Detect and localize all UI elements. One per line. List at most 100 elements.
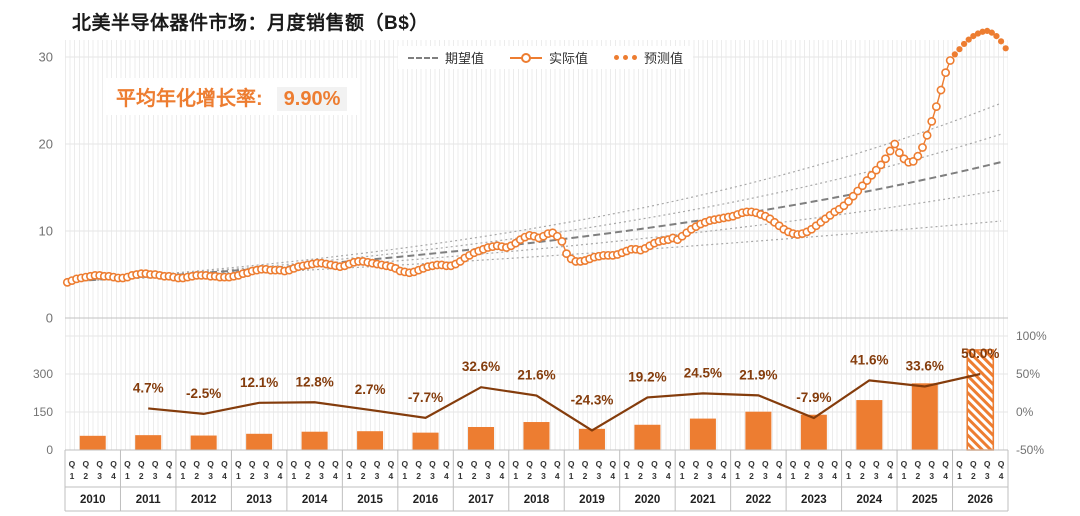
quarter-label: Q [291, 459, 298, 469]
quarter-label: Q [720, 459, 727, 469]
growth-pct-label: -7.9% [796, 390, 831, 405]
quarter-label: 1 [735, 471, 740, 481]
quarter-label: 4 [666, 471, 671, 481]
year-label: 2010 [80, 494, 106, 506]
quarter-label: Q [804, 459, 811, 469]
sales-bar [246, 433, 273, 450]
sales-bar [412, 432, 439, 450]
dashed-line-icon [408, 56, 438, 59]
quarter-label: Q [873, 459, 880, 469]
quarter-label: 4 [389, 471, 394, 481]
quarter-label: 1 [347, 471, 352, 481]
quarter-label: Q [457, 459, 464, 469]
forecast-bar [966, 349, 995, 451]
growth-pct-label: 12.8% [295, 374, 333, 389]
year-label: 2017 [468, 494, 494, 506]
chart-title: 北美半导体器件市场：月度销售额（B$） [72, 13, 429, 34]
quarter-label: 2 [694, 471, 699, 481]
quarter-label: 1 [791, 471, 796, 481]
quarter-label: 3 [97, 471, 102, 481]
quarter-label: 4 [167, 471, 172, 481]
quarter-label: 3 [375, 471, 380, 481]
quarter-label: Q [942, 459, 949, 469]
quarter-label: Q [304, 459, 311, 469]
growth-line [148, 372, 981, 432]
quarter-label: Q [512, 459, 519, 469]
quarter-label: 3 [818, 471, 823, 481]
pct-tick-label: 0% [1016, 405, 1034, 419]
quarter-label: 4 [721, 471, 726, 481]
quarter-label: 1 [624, 471, 629, 481]
legend: 期望值 实际值 预测值 [398, 46, 694, 69]
quarter-label: Q [582, 459, 589, 469]
quarter-label: Q [915, 459, 922, 469]
year-label: 2012 [191, 494, 217, 506]
year-label: 2014 [302, 494, 328, 506]
quarter-label: 1 [402, 471, 407, 481]
quarter-label: 2 [361, 471, 366, 481]
quarter-label: 1 [846, 471, 851, 481]
quarter-label: 4 [222, 471, 227, 481]
quarter-label: 2 [305, 471, 310, 481]
x-axis: Q1Q2Q3Q42010Q1Q2Q3Q42011Q1Q2Q3Q42012Q1Q2… [64, 449, 1009, 512]
quarter-label: Q [817, 459, 824, 469]
growth-pct-label: 32.6% [462, 359, 500, 374]
year-label: 2022 [746, 494, 772, 506]
growth-pct-label: 4.7% [133, 380, 164, 395]
year-label: 2013 [246, 494, 272, 506]
sales-bar [911, 383, 938, 450]
growth-pct-label: -24.3% [571, 392, 614, 407]
expected-line [67, 161, 1002, 283]
quarter-label: Q [956, 459, 963, 469]
quarter-label: Q [401, 459, 408, 469]
quarter-label: 4 [888, 471, 893, 481]
quarter-label: Q [734, 459, 741, 469]
quarter-label: 3 [319, 471, 324, 481]
quarter-label: 2 [583, 471, 588, 481]
quarter-label: Q [859, 459, 866, 469]
quarter-label: 2 [915, 471, 920, 481]
quarter-label: Q [180, 459, 187, 469]
quarter-label: Q [970, 459, 977, 469]
quarter-label: Q [221, 459, 228, 469]
quarter-label: Q [707, 459, 714, 469]
quarter-label: Q [568, 459, 575, 469]
growth-pct-label: 21.6% [517, 368, 555, 383]
bar-tick-label: 300 [33, 367, 53, 381]
quarter-label: Q [374, 459, 381, 469]
quarter-label: Q [831, 459, 838, 469]
quarter-label: 3 [541, 471, 546, 481]
legend-item-forecast: 预测值 [614, 48, 683, 67]
pct-tick-label: -50% [1016, 443, 1044, 457]
quarter-label: Q [623, 459, 630, 469]
quarter-label: 1 [957, 471, 962, 481]
sales-bar [856, 400, 883, 450]
quarter-label: 1 [125, 471, 130, 481]
sales-bar [523, 422, 550, 450]
quarter-label: 3 [264, 471, 269, 481]
year-label: 2025 [912, 494, 938, 506]
quarter-label: Q [984, 459, 991, 469]
quarter-label: 1 [70, 471, 75, 481]
quarter-label: 3 [874, 471, 879, 481]
quarter-label: Q [651, 459, 658, 469]
quarter-label: Q [82, 459, 89, 469]
quarter-label: 3 [153, 471, 158, 481]
quarter-label: Q [471, 459, 478, 469]
quarter-label: 1 [181, 471, 186, 481]
quarter-label: 2 [749, 471, 754, 481]
sales-bar [301, 431, 328, 450]
legend-item-actual: 实际值 [510, 48, 588, 67]
quarter-label: 2 [527, 471, 532, 481]
growth-annotation: 平均年化增长率: 9.90% [106, 78, 358, 115]
sales-bar [135, 435, 162, 450]
growth-pct-label: 19.2% [628, 369, 666, 384]
year-label: 2019 [579, 494, 605, 506]
quarter-label: Q [928, 459, 935, 469]
growth-pct-label: -7.7% [408, 390, 443, 405]
quarter-label: Q [554, 459, 561, 469]
year-label: 2018 [524, 494, 550, 506]
quarter-label: 1 [236, 471, 241, 481]
quarter-label: Q [637, 459, 644, 469]
